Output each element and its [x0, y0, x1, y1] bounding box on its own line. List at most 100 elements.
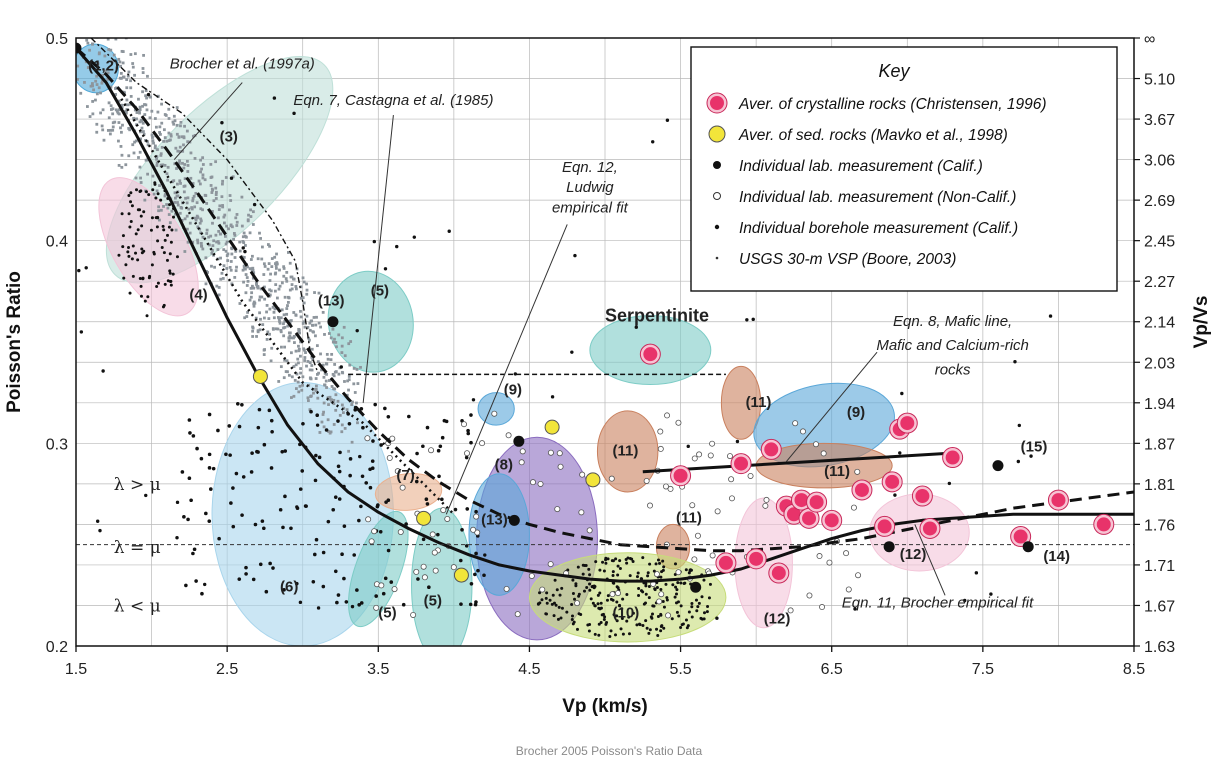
vsp-point	[282, 334, 286, 338]
borehole-point	[357, 518, 361, 523]
vsp-point	[71, 101, 74, 104]
region-ellipse	[327, 270, 414, 373]
non-calif-point	[675, 419, 682, 426]
vsp-point	[221, 277, 225, 280]
vsp-point	[150, 133, 154, 137]
vsp-point	[114, 93, 118, 96]
non-calif-point	[474, 529, 481, 536]
legend-marker-vsp	[715, 256, 719, 260]
vsp-point	[95, 92, 99, 96]
borehole-point	[348, 457, 353, 461]
vsp-point	[213, 265, 217, 269]
borehole-point	[735, 439, 740, 444]
borehole-point	[627, 632, 631, 636]
vsp-point	[294, 285, 298, 288]
vsp-point	[158, 184, 161, 187]
vsp-point	[139, 130, 142, 134]
vsp-point	[340, 430, 344, 434]
crystalline-rock-point-core	[877, 519, 892, 534]
vsp-point	[355, 368, 359, 371]
borehole-point	[134, 188, 138, 192]
vsp-point	[221, 182, 224, 186]
vsp-point	[248, 267, 252, 271]
borehole-point	[281, 525, 285, 530]
vsp-point	[180, 218, 184, 222]
borehole-point	[436, 532, 440, 537]
vsp-point	[199, 219, 203, 223]
vsp-point	[340, 336, 344, 340]
vsp-point	[244, 273, 248, 276]
borehole-point	[651, 140, 655, 144]
vsp-point	[270, 346, 274, 350]
borehole-point	[241, 246, 245, 250]
borehole-point	[602, 618, 606, 622]
vsp-point	[311, 330, 315, 334]
vsp-point	[170, 209, 174, 213]
borehole-point	[358, 454, 362, 459]
vsp-point	[249, 208, 252, 212]
borehole-point	[207, 519, 212, 523]
vsp-point	[235, 213, 239, 216]
annotation-leader	[445, 224, 568, 515]
borehole-point	[316, 606, 321, 610]
borehole-point	[188, 431, 192, 435]
vsp-point	[319, 352, 322, 356]
borehole-point	[573, 597, 577, 601]
vsp-point	[95, 122, 99, 126]
borehole-point	[136, 228, 140, 232]
vsp-point	[158, 132, 162, 136]
vsp-point	[296, 357, 300, 361]
vsp-point	[214, 233, 218, 237]
borehole-point	[599, 621, 603, 625]
vsp-point	[270, 265, 274, 268]
borehole-point	[249, 470, 254, 474]
non-calif-point	[609, 591, 616, 598]
vsp-point	[252, 300, 256, 304]
borehole-point	[340, 552, 344, 557]
vsp-point	[306, 360, 310, 363]
region-label: (11)	[613, 442, 639, 459]
borehole-point	[415, 451, 419, 456]
right-tick-label: 3.67	[1144, 112, 1175, 129]
non-calif-point	[812, 441, 819, 448]
borehole-point	[612, 613, 616, 617]
vsp-point	[117, 112, 121, 116]
legend-label: Aver. of sed. rocks (Mavko et al., 1998)	[738, 127, 1008, 144]
borehole-point	[474, 509, 478, 514]
vsp-point	[217, 241, 221, 245]
vsp-point	[288, 261, 292, 265]
legend-marker-lab-calif	[713, 161, 721, 169]
non-calif-point	[519, 448, 526, 455]
vsp-point	[174, 228, 178, 232]
x-tick-label: 4.5	[518, 661, 540, 678]
borehole-point	[555, 588, 559, 592]
borehole-point	[576, 565, 580, 569]
vsp-point	[319, 325, 322, 329]
vsp-point	[296, 380, 300, 384]
borehole-point	[140, 251, 144, 255]
vsp-point	[97, 86, 101, 90]
borehole-point	[646, 571, 650, 575]
vsp-point	[325, 386, 328, 389]
vsp-point	[185, 159, 189, 163]
vsp-point	[280, 345, 283, 349]
vsp-point	[191, 241, 195, 244]
vsp-point	[293, 341, 296, 344]
borehole-point	[168, 252, 172, 256]
vsp-point	[191, 134, 195, 138]
borehole-point	[282, 588, 286, 592]
crystalline-rock-point-core	[922, 521, 937, 536]
vsp-point	[145, 96, 148, 100]
vsp-point	[294, 363, 298, 367]
vsp-point	[91, 82, 94, 85]
vsp-point	[110, 60, 114, 64]
borehole-point	[674, 585, 678, 589]
borehole-point	[621, 632, 625, 636]
borehole-point	[141, 276, 145, 280]
borehole-point	[616, 573, 620, 577]
non-calif-point	[816, 553, 823, 560]
vsp-point	[201, 235, 205, 239]
x-tick-label: 3.5	[367, 661, 389, 678]
vsp-point	[222, 215, 226, 219]
